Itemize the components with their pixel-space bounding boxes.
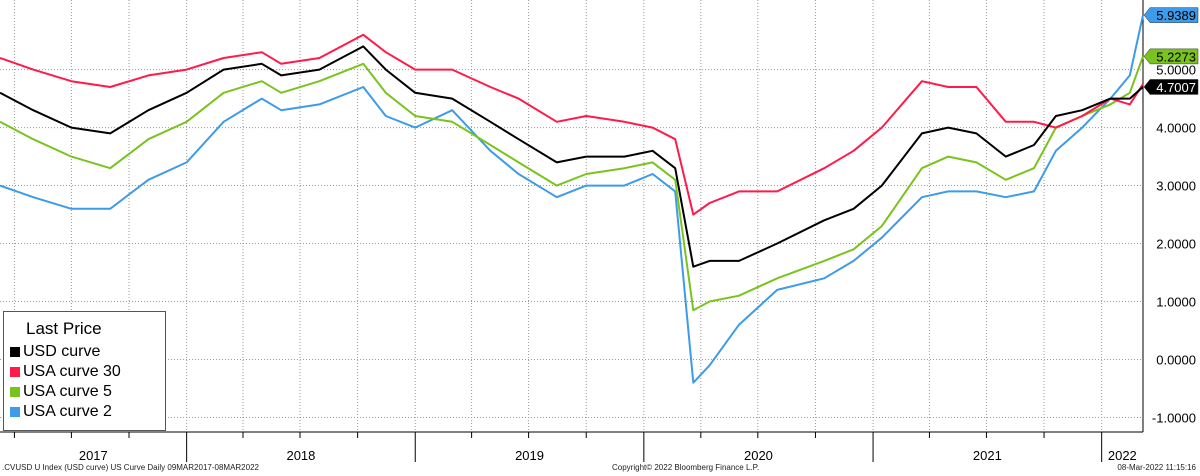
y-tick-label: -1.0000 (1152, 411, 1196, 426)
legend: Last Price USD curve USA curve 30 USA cu… (3, 311, 166, 431)
y-tick-label: 3.0000 (1156, 179, 1196, 194)
last-value-badge (1143, 48, 1199, 65)
legend-label: USD curve (23, 343, 101, 360)
footer-copyright: Copyright© 2022 Bloomberg Finance L.P. (612, 463, 760, 472)
y-tick-label: 5.0000 (1156, 63, 1196, 78)
legend-swatch-icon (10, 387, 20, 397)
legend-swatch-icon (10, 347, 20, 357)
last-value-label: 4.7007 (1156, 80, 1196, 95)
x-year-label: 2018 (286, 448, 315, 463)
legend-entry-usd-curve: USD curve (10, 343, 100, 361)
legend-title: Last Price (26, 319, 102, 338)
footer-timestamp: 08-Mar-2022 11:15:16 (1117, 463, 1196, 472)
legend-swatch-icon (10, 407, 20, 417)
x-year-label: 2019 (515, 448, 544, 463)
x-year-label: 2022 (1108, 448, 1137, 463)
y-tick-label: 0.0000 (1156, 353, 1196, 368)
series-line-usa-curve-2 (0, 14, 1144, 384)
last-value-badge (1143, 79, 1199, 95)
last-value-badge (1143, 7, 1199, 23)
y-tick-label: 2.0000 (1156, 237, 1196, 252)
x-year-label: 2017 (79, 448, 108, 463)
legend-entry-usa-curve-30: USA curve 30 (10, 363, 121, 381)
legend-label: USA curve 5 (23, 383, 112, 400)
series-lines (0, 14, 1144, 384)
legend-entry-usa-curve-5: USA curve 5 (10, 383, 112, 401)
y-axis-tick-labels: -1.0000 0.0000 1.0000 2.0000 3.0000 4.0000 5.0… (1152, 63, 1196, 426)
legend-label: USA curve 2 (23, 403, 112, 420)
series-line-usa-curve-5 (0, 56, 1144, 312)
series-line-usa-curve-30 (0, 33, 1144, 216)
last-value-badges: 4.7007 5.2273 5.9389 (1143, 7, 1199, 95)
y-tick-label: 1.0000 (1156, 295, 1196, 310)
last-value-label: 5.9389 (1156, 8, 1196, 23)
last-value-label: 5.2273 (1156, 49, 1196, 64)
x-axis: 2017 2018 2019 2020 2021 2022 (0, 0, 1144, 463)
footer-source-label: .CVUSD U Index (USD curve) US Curve Dail… (2, 463, 259, 472)
x-year-label: 2021 (973, 448, 1002, 463)
legend-swatch-icon (10, 367, 20, 377)
y-tick-label: 4.0000 (1156, 121, 1196, 136)
series-line-usd-curve (0, 45, 1144, 268)
x-year-label: 2020 (744, 448, 773, 463)
gridlines (0, 0, 1143, 432)
legend-entry-usa-curve-2: USA curve 2 (10, 403, 112, 421)
legend-label: USA curve 30 (23, 363, 121, 380)
